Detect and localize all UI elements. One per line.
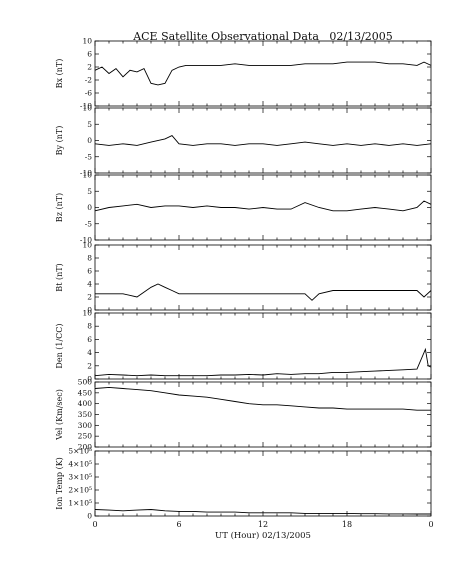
y-tick-label: 4: [87, 280, 92, 289]
chart-title: ACE Satellite Observational Data 02/13/2…: [133, 30, 393, 43]
y-tick-label: -10: [80, 102, 92, 111]
x-axis-label: UT (Hour) 02/13/2005: [215, 530, 311, 541]
data-line: [94, 509, 431, 515]
y-tick-label: 350: [78, 410, 93, 419]
y-tick-label: 5: [87, 187, 92, 196]
y-tick-label: 3×10⁵: [68, 473, 92, 482]
panel-frame: [94, 450, 432, 517]
y-axis-label: Den (1/CC): [55, 323, 64, 368]
y-tick-label: -2: [85, 76, 93, 85]
panel-frame: [94, 312, 432, 380]
y-tick-label: 0: [87, 306, 92, 315]
y-axis-label: Vel (Km/sec): [55, 389, 64, 441]
y-tick-label: -10: [80, 236, 92, 245]
panel-4: 10 8 6 4 2 0 Bt (nT): [55, 241, 432, 315]
data-line: [94, 135, 432, 146]
y-tick-label: 0: [87, 136, 92, 145]
x-tick-label: 6: [176, 520, 181, 529]
panel-3: 10 5 0 -5 -10 Bz (nT): [55, 171, 432, 245]
x-tick-label: 12: [258, 520, 268, 529]
y-tick-label: 10: [82, 171, 92, 180]
y-tick-label: 10: [82, 104, 92, 113]
y-tick-label: 450: [78, 388, 93, 397]
y-tick-label: 400: [78, 399, 93, 408]
panel-2: 10 5 0 -5 -10 By (nT): [55, 104, 432, 178]
y-tick-label: 10: [82, 309, 92, 318]
y-tick-label: 200: [78, 443, 93, 452]
panel-1: 10 6 2 -2 -6 -10 Bx (nT): [55, 37, 432, 111]
x-tick-label: 18: [342, 520, 352, 529]
x-tick-label: 0: [428, 520, 433, 529]
y-tick-label: 1×10⁵: [68, 499, 92, 508]
y-tick-label: 8: [87, 254, 92, 263]
y-tick-label: 5: [87, 120, 92, 129]
y-tick-label: 4: [87, 348, 92, 357]
y-tick-label: 2×10⁵: [68, 486, 92, 495]
y-tick-label: -5: [85, 219, 93, 228]
y-tick-label: 10: [82, 241, 92, 250]
y-tick-label: -10: [80, 169, 92, 178]
panel-frame: [94, 40, 432, 107]
data-line: [94, 61, 432, 86]
data-line: [94, 200, 432, 212]
y-tick-label: 300: [78, 421, 93, 430]
y-tick-label: 0: [87, 512, 92, 521]
y-tick-label: -5: [85, 152, 93, 161]
x-tick-label: 0: [92, 520, 97, 529]
data-line: [95, 283, 432, 301]
y-tick-label: 0: [87, 203, 92, 212]
y-axis-label: Bt (nT): [55, 263, 64, 291]
y-axis-label: Ion Temp (K): [55, 457, 64, 510]
panel-7: 5×10⁵ 4×10⁵ 3×10⁵ 2×10⁵ 1×10⁵ 0 Ion Temp (K): [55, 447, 432, 521]
y-tick-label: 6: [87, 267, 92, 276]
y-axis-label: Bx (nT): [55, 59, 64, 89]
y-tick-label: 2: [87, 63, 92, 72]
y-tick-label: 500: [78, 378, 93, 387]
y-tick-label: 6: [87, 50, 92, 59]
y-tick-label: 4×10⁵: [68, 460, 92, 469]
panel-5: 10 8 6 4 2 0 Den (1/CC): [55, 309, 432, 384]
y-axis-label: Bz (nT): [55, 193, 64, 222]
y-tick-label: -6: [85, 89, 93, 98]
y-tick-label: 6: [87, 335, 92, 344]
panel-frame: [94, 381, 432, 448]
y-tick-label: 0: [87, 375, 92, 384]
panel-frame: [94, 107, 432, 174]
data-line: [94, 347, 432, 377]
y-tick-label: 8: [87, 322, 92, 331]
y-tick-label: 2: [87, 361, 92, 370]
data-line: [94, 386, 431, 411]
y-axis-label: By (nT): [55, 126, 64, 156]
y-tick-label: 250: [78, 432, 93, 441]
y-tick-label: 2: [87, 293, 92, 302]
panel-frame: [94, 244, 432, 311]
y-tick-label: 5×10⁵: [68, 447, 92, 456]
y-tick-label: 10: [82, 37, 92, 46]
